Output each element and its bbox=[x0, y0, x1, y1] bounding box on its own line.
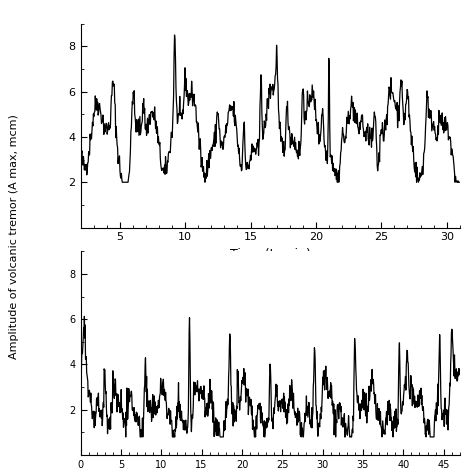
Text: Amplitude of volcanic tremor (A max, mcm): Amplitude of volcanic tremor (A max, mcm… bbox=[9, 115, 19, 359]
X-axis label: Time (t, min): Time (t, min) bbox=[230, 248, 310, 261]
